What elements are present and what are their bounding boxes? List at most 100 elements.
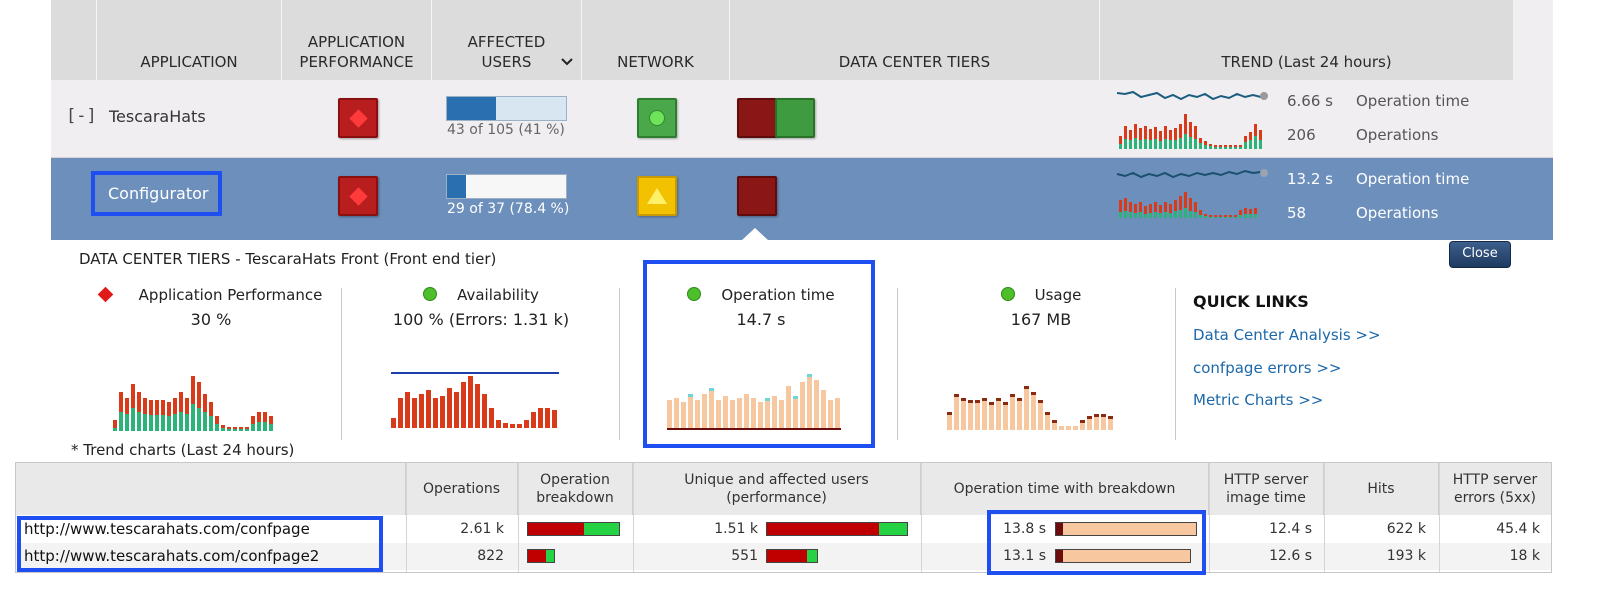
header-app-performance[interactable]: APPLICATION PERFORMANCE xyxy=(282,0,432,80)
http-image-cell: 12.4 s xyxy=(1269,521,1312,537)
metric-value: 14.7 s xyxy=(736,310,786,329)
affected-users-count: 29 of 37 (78.4 %) xyxy=(447,201,570,217)
trend-bars xyxy=(1119,114,1262,149)
divider xyxy=(633,463,634,572)
metric-app-performance[interactable]: Application Performance 30 % xyxy=(91,286,331,329)
perf-critical-icon[interactable] xyxy=(338,176,378,216)
url-cell[interactable]: http://www.tescarahats.com/confpage2 xyxy=(24,547,320,565)
header-dc-tiers[interactable]: DATA CENTER TIERS xyxy=(730,0,1100,80)
divider xyxy=(406,463,407,572)
operations-value: 58 xyxy=(1287,204,1307,222)
applications-grid: APPLICATION APPLICATION PERFORMANCE AFFE… xyxy=(51,0,1553,241)
highlight-operation-time xyxy=(643,260,875,448)
http-image-cell: 12.6 s xyxy=(1269,548,1312,564)
highlight-op-time-column xyxy=(987,510,1206,575)
operation-time-trend-chart xyxy=(667,374,841,430)
op-breakdown-bar xyxy=(527,522,620,536)
op-time-label: Operation time xyxy=(1356,170,1470,188)
green-dot-icon xyxy=(687,287,702,301)
col-header-operations[interactable]: Operations xyxy=(406,463,518,515)
divider xyxy=(1175,288,1176,440)
hits-cell: 193 k xyxy=(1386,548,1426,564)
op-time-label: Operation time xyxy=(1356,92,1470,110)
affected-users-count: 43 of 105 (41 %) xyxy=(447,122,565,138)
metric-value: 100 % (Errors: 1.31 k) xyxy=(392,310,570,329)
link-confpage-errors[interactable]: confpage errors >> xyxy=(1193,359,1342,377)
divider xyxy=(1324,463,1325,572)
header-network[interactable]: NETWORK xyxy=(582,0,730,80)
divider xyxy=(518,463,519,572)
metric-operation-time[interactable]: Operation time 14.7 s xyxy=(651,286,871,329)
red-diamond-icon xyxy=(97,286,113,303)
usage-trend-chart xyxy=(947,386,1113,430)
table-row-tescarahats[interactable]: [-] TescaraHats 43 of 105 (41 %) xyxy=(51,80,1553,158)
affected-users-fill xyxy=(447,97,496,120)
op-time-cell: 13.1 s xyxy=(1003,548,1046,564)
green-dot-icon xyxy=(423,287,438,301)
users-bar xyxy=(766,522,908,536)
dc-tier-critical-icon[interactable] xyxy=(737,98,777,138)
divider xyxy=(921,463,922,572)
availability-trend-chart xyxy=(391,372,559,428)
metric-usage[interactable]: Usage 167 MB xyxy=(931,286,1151,329)
affected-users-bar xyxy=(446,96,567,121)
col-header-op-breakdown[interactable]: Operation breakdown xyxy=(518,463,633,515)
op-time-bar xyxy=(1055,522,1197,536)
header-trend: TREND (Last 24 hours) xyxy=(1100,0,1513,80)
trend-sparkline xyxy=(1116,90,1268,149)
operations-cell: 2.61 k xyxy=(460,521,504,537)
metric-availability[interactable]: Availability 100 % (Errors: 1.31 k) xyxy=(361,286,601,329)
collapse-toggle[interactable]: [-] xyxy=(66,106,97,126)
header-application[interactable]: APPLICATION xyxy=(97,0,282,80)
users-cell: 1.51 k xyxy=(714,521,758,537)
hits-cell: 622 k xyxy=(1386,521,1426,537)
operations-label: Operations xyxy=(1356,126,1439,144)
network-warning-icon[interactable] xyxy=(637,176,677,216)
header-affected-users[interactable]: AFFECTED USERS xyxy=(432,0,582,80)
op-breakdown-bar xyxy=(527,549,555,563)
table-row[interactable]: http://www.tescarahats.com/confpage2 822… xyxy=(16,543,1551,570)
operations-value: 206 xyxy=(1287,126,1316,144)
network-ok-icon[interactable] xyxy=(637,98,677,138)
op-time-bar xyxy=(1055,549,1191,563)
metric-value: 167 MB xyxy=(1010,310,1072,329)
dc-tiers-detail-panel: DATA CENTER TIERS - TescaraHats Front (F… xyxy=(51,240,1553,462)
op-time-cell: 13.8 s xyxy=(1003,521,1046,537)
quick-links-title: QUICK LINKS xyxy=(1193,292,1309,311)
dc-tier-critical-icon[interactable] xyxy=(737,176,777,216)
divider xyxy=(1439,463,1440,572)
header-blank xyxy=(51,0,97,80)
highlight-configurator xyxy=(91,171,222,216)
app-name[interactable]: Configurator xyxy=(108,184,209,203)
divider xyxy=(1209,463,1210,572)
operations-label: Operations xyxy=(1356,204,1439,222)
trend-sparkline xyxy=(1116,169,1268,218)
col-header-hits[interactable]: Hits xyxy=(1324,463,1439,515)
operations-cell: 822 xyxy=(477,548,504,564)
http-errors-cell: 18 k xyxy=(1509,548,1540,564)
col-header-users[interactable]: Unique and affected users (performance) xyxy=(633,463,921,515)
op-time-value: 6.66 s xyxy=(1287,92,1333,110)
url-cell[interactable]: http://www.tescarahats.com/confpage xyxy=(24,520,310,538)
app-name[interactable]: TescaraHats xyxy=(109,107,206,126)
col-header-url[interactable] xyxy=(16,463,406,515)
col-header-op-time[interactable]: Operation time with breakdown xyxy=(921,463,1209,515)
dc-tier-ok-icon[interactable] xyxy=(775,98,815,138)
table-row-configurator[interactable]: Configurator 29 of 37 (78.4 %) xyxy=(51,158,1553,241)
link-metric-charts[interactable]: Metric Charts >> xyxy=(1193,391,1324,409)
op-time-value: 13.2 s xyxy=(1287,170,1333,188)
table-row[interactable]: http://www.tescarahats.com/confpage 2.61… xyxy=(16,516,1551,543)
link-data-center-analysis[interactable]: Data Center Analysis >> xyxy=(1193,326,1381,344)
affected-users-bar xyxy=(446,174,567,199)
divider xyxy=(341,288,342,440)
col-header-http-errors[interactable]: HTTP server errors (5xx) xyxy=(1439,463,1551,515)
close-button[interactable]: Close xyxy=(1449,241,1511,268)
chevron-down-icon[interactable] xyxy=(560,55,574,69)
affected-users-fill xyxy=(447,175,467,198)
trend-footnote: * Trend charts (Last 24 hours) xyxy=(71,441,295,459)
divider xyxy=(897,288,898,440)
users-bar xyxy=(766,549,818,563)
col-header-http-image[interactable]: HTTP server image time xyxy=(1209,463,1324,515)
highlight-urls xyxy=(17,516,383,572)
perf-critical-icon[interactable] xyxy=(338,98,378,138)
